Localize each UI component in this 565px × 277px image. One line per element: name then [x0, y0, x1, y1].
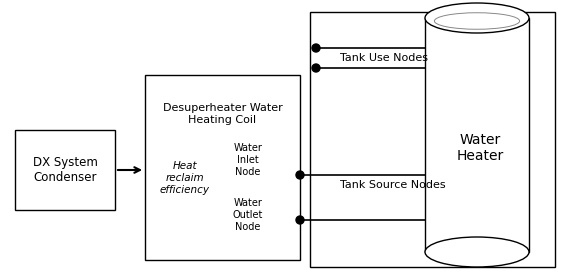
Text: Tank Source Nodes: Tank Source Nodes — [340, 180, 446, 190]
Text: Heat
reclaim
efficiency: Heat reclaim efficiency — [160, 161, 210, 195]
Bar — [310, 12, 555, 267]
Bar — [425, 18, 529, 252]
Text: Tank Use Nodes: Tank Use Nodes — [340, 53, 428, 63]
Bar — [145, 75, 300, 260]
Bar — [15, 130, 115, 210]
Ellipse shape — [425, 3, 529, 33]
Text: Water
Heater: Water Heater — [457, 133, 503, 163]
Text: Desuperheater Water
Heating Coil: Desuperheater Water Heating Coil — [163, 103, 282, 125]
Ellipse shape — [425, 237, 529, 267]
Text: Water
Inlet
Node: Water Inlet Node — [233, 143, 262, 177]
Text: Water
Outlet
Node: Water Outlet Node — [233, 198, 263, 232]
Circle shape — [312, 44, 320, 52]
Circle shape — [296, 216, 304, 224]
Circle shape — [312, 64, 320, 72]
Circle shape — [296, 171, 304, 179]
Text: DX System
Condenser: DX System Condenser — [33, 156, 97, 184]
